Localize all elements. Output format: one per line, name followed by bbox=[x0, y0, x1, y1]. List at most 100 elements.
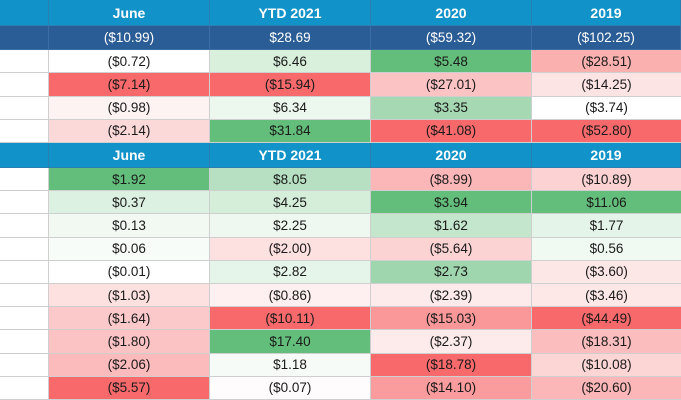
header-ytd-2021[interactable]: YTD 2021 bbox=[210, 143, 371, 168]
row-label-cell[interactable] bbox=[0, 260, 49, 284]
row-label-cell[interactable] bbox=[0, 73, 49, 97]
table-row: $1.92 $8.05 ($8.99) ($10.89) bbox=[0, 168, 681, 192]
summary-blank-cell[interactable] bbox=[0, 26, 49, 50]
cell-2020[interactable]: ($5.64) bbox=[371, 237, 532, 261]
table-row: $0.13 $2.25 $1.62 $1.77 bbox=[0, 214, 681, 238]
header-blank-cell[interactable] bbox=[0, 143, 49, 168]
cell-2020[interactable]: ($2.39) bbox=[371, 284, 532, 308]
cell-ytd-2021[interactable]: $4.25 bbox=[210, 191, 371, 215]
cell-2020[interactable]: ($27.01) bbox=[371, 73, 532, 97]
cell-2020[interactable]: $3.94 bbox=[371, 191, 532, 215]
cell-2020[interactable]: $5.48 bbox=[371, 50, 532, 74]
cell-2020[interactable]: ($18.78) bbox=[371, 353, 532, 377]
cell-june[interactable]: ($0.01) bbox=[49, 260, 210, 284]
cell-ytd-2021[interactable]: ($0.86) bbox=[210, 284, 371, 308]
cell-2019[interactable]: ($14.25) bbox=[532, 73, 681, 97]
row-label-cell[interactable] bbox=[0, 353, 49, 377]
row-label-cell[interactable] bbox=[0, 284, 49, 308]
row-label-cell[interactable] bbox=[0, 330, 49, 354]
header-ytd-2021[interactable]: YTD 2021 bbox=[210, 0, 371, 26]
cell-ytd-2021[interactable]: $6.34 bbox=[210, 96, 371, 120]
header-2020[interactable]: 2020 bbox=[371, 0, 532, 26]
cell-2020[interactable]: $1.62 bbox=[371, 214, 532, 238]
cell-june[interactable]: $0.37 bbox=[49, 191, 210, 215]
row-label-cell[interactable] bbox=[0, 237, 49, 261]
cell-june[interactable]: ($2.06) bbox=[49, 353, 210, 377]
cell-june[interactable]: ($1.80) bbox=[49, 330, 210, 354]
row-label-cell[interactable] bbox=[0, 307, 49, 331]
row-label-cell[interactable] bbox=[0, 168, 49, 192]
row-label-cell[interactable] bbox=[0, 191, 49, 215]
table-row: ($0.98) $6.34 $3.35 ($3.74) bbox=[0, 96, 681, 120]
table-row: $0.37 $4.25 $3.94 $11.06 bbox=[0, 191, 681, 215]
cell-2019[interactable]: ($3.46) bbox=[532, 284, 681, 308]
cell-2019[interactable]: $11.06 bbox=[532, 191, 681, 215]
row-label-cell[interactable] bbox=[0, 119, 49, 143]
table-row: ($2.06) $1.18 ($18.78) ($10.08) bbox=[0, 353, 681, 377]
table-row: ($7.14) ($15.94) ($27.01) ($14.25) bbox=[0, 73, 681, 97]
cell-june[interactable]: $1.92 bbox=[49, 168, 210, 192]
cell-2020[interactable]: $2.73 bbox=[371, 260, 532, 284]
cell-june[interactable]: ($0.72) bbox=[49, 50, 210, 74]
table-row: ($2.14) $31.84 ($41.08) ($52.80) bbox=[0, 119, 681, 143]
cell-ytd-2021[interactable]: $1.18 bbox=[210, 353, 371, 377]
cell-june[interactable]: ($1.64) bbox=[49, 307, 210, 331]
header-2019[interactable]: 2019 bbox=[532, 143, 681, 168]
table-row: $0.06 ($2.00) ($5.64) $0.56 bbox=[0, 237, 681, 261]
cell-2020[interactable]: ($2.37) bbox=[371, 330, 532, 354]
cell-ytd-2021[interactable]: $8.05 bbox=[210, 168, 371, 192]
cell-ytd-2021[interactable]: $2.25 bbox=[210, 214, 371, 238]
cell-ytd-2021[interactable]: $17.40 bbox=[210, 330, 371, 354]
cell-2020[interactable]: ($8.99) bbox=[371, 168, 532, 192]
cell-2020[interactable]: $3.35 bbox=[371, 96, 532, 120]
summary-ytd-2021[interactable]: $28.69 bbox=[210, 26, 371, 50]
cell-2019[interactable]: $1.77 bbox=[532, 214, 681, 238]
cell-ytd-2021[interactable]: ($10.11) bbox=[210, 307, 371, 331]
cell-2020[interactable]: ($15.03) bbox=[371, 307, 532, 331]
row-label-cell[interactable] bbox=[0, 376, 49, 400]
summary-2019[interactable]: ($102.25) bbox=[532, 26, 681, 50]
summary-2020[interactable]: ($59.32) bbox=[371, 26, 532, 50]
cell-june[interactable]: ($5.57) bbox=[49, 376, 210, 400]
row-label-cell[interactable] bbox=[0, 50, 49, 74]
cell-2019[interactable]: ($28.51) bbox=[532, 50, 681, 74]
cell-ytd-2021[interactable]: ($2.00) bbox=[210, 237, 371, 261]
cell-2019[interactable]: ($10.08) bbox=[532, 353, 681, 377]
row-label-cell[interactable] bbox=[0, 214, 49, 238]
cell-june[interactable]: ($7.14) bbox=[49, 73, 210, 97]
summary-june[interactable]: ($10.99) bbox=[49, 26, 210, 50]
cell-2020[interactable]: ($41.08) bbox=[371, 119, 532, 143]
cell-2019[interactable]: ($10.89) bbox=[532, 168, 681, 192]
cell-june[interactable]: ($2.14) bbox=[49, 119, 210, 143]
cell-ytd-2021[interactable]: ($15.94) bbox=[210, 73, 371, 97]
cell-ytd-2021[interactable]: $2.82 bbox=[210, 260, 371, 284]
cell-2019[interactable]: ($3.74) bbox=[532, 96, 681, 120]
header-june[interactable]: June bbox=[49, 143, 210, 168]
header-june[interactable]: June bbox=[49, 0, 210, 26]
header-2019[interactable]: 2019 bbox=[532, 0, 681, 26]
cell-june[interactable]: ($1.03) bbox=[49, 284, 210, 308]
cell-june[interactable]: $0.13 bbox=[49, 214, 210, 238]
cell-2019[interactable]: ($52.80) bbox=[532, 119, 681, 143]
cell-2019[interactable]: ($18.31) bbox=[532, 330, 681, 354]
cell-ytd-2021[interactable]: $6.46 bbox=[210, 50, 371, 74]
cell-2020[interactable]: ($14.10) bbox=[371, 376, 532, 400]
cell-2019[interactable]: $0.56 bbox=[532, 237, 681, 261]
cell-june[interactable]: $0.06 bbox=[49, 237, 210, 261]
cell-2019[interactable]: ($3.60) bbox=[532, 260, 681, 284]
table-row: ($5.57) ($0.07) ($14.10) ($20.60) bbox=[0, 376, 681, 400]
cell-2019[interactable]: ($20.60) bbox=[532, 376, 681, 400]
row-label-cell[interactable] bbox=[0, 96, 49, 120]
header-row-1: June YTD 2021 2020 2019 bbox=[0, 0, 681, 26]
header-2020[interactable]: 2020 bbox=[371, 143, 532, 168]
cell-ytd-2021[interactable]: ($0.07) bbox=[210, 376, 371, 400]
cell-june[interactable]: ($0.98) bbox=[49, 96, 210, 120]
header-blank-cell[interactable] bbox=[0, 0, 49, 26]
cell-2019[interactable]: ($44.49) bbox=[532, 307, 681, 331]
table-row: ($1.80) $17.40 ($2.37) ($18.31) bbox=[0, 330, 681, 354]
cell-ytd-2021[interactable]: $31.84 bbox=[210, 119, 371, 143]
summary-row: ($10.99) $28.69 ($59.32) ($102.25) bbox=[0, 26, 681, 50]
table-row: ($1.03) ($0.86) ($2.39) ($3.46) bbox=[0, 284, 681, 308]
table-row: ($1.64) ($10.11) ($15.03) ($44.49) bbox=[0, 307, 681, 331]
